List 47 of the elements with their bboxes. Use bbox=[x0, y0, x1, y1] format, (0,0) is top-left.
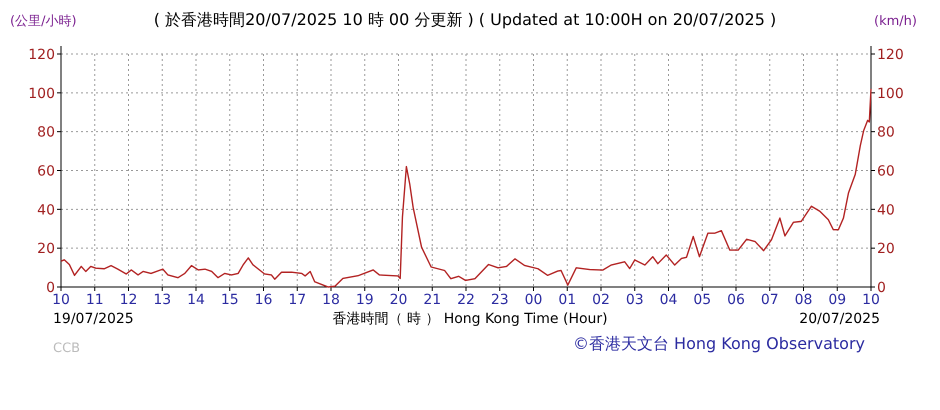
xtick: 00 bbox=[524, 292, 542, 308]
y2tick: 20 bbox=[877, 241, 895, 258]
xtick: 02 bbox=[592, 292, 610, 308]
ytick: 80 bbox=[37, 124, 55, 141]
annotation: ©香港天文台 Hong Kong Observatory bbox=[572, 334, 865, 353]
ytick: 20 bbox=[37, 241, 55, 258]
ytick: 0 bbox=[46, 280, 55, 296]
annotation: 20/07/2025 bbox=[799, 311, 880, 327]
y2tick: 60 bbox=[877, 164, 895, 180]
y2tick: 0 bbox=[877, 280, 886, 296]
xtick: 15 bbox=[220, 292, 239, 308]
xtick: 13 bbox=[153, 292, 172, 308]
y2tick: 120 bbox=[877, 47, 904, 63]
ytick: 60 bbox=[37, 164, 55, 180]
xtick: 12 bbox=[120, 292, 138, 308]
y2label: (km/h) bbox=[874, 14, 917, 29]
ylabel: (公里/小時) bbox=[10, 14, 77, 29]
xtick: 23 bbox=[490, 292, 509, 308]
annotation: CCB bbox=[53, 341, 80, 356]
y2tick: 40 bbox=[877, 202, 895, 218]
xtick: 21 bbox=[423, 292, 442, 308]
xtick: 07 bbox=[760, 292, 779, 308]
title: ( 於香港時間20/07/2025 10 時 00 分更新 ) ( Updated at 10:00H on 20/07/2025 ) bbox=[154, 10, 776, 29]
xtick: 01 bbox=[558, 292, 576, 308]
ytick: 120 bbox=[28, 47, 55, 63]
xtick: 19 bbox=[356, 292, 374, 308]
annotation: 19/07/2025 bbox=[53, 311, 134, 327]
xtick: 11 bbox=[86, 292, 104, 308]
xtick: 10 bbox=[862, 292, 880, 308]
xtick: 16 bbox=[254, 292, 272, 308]
xtick: 03 bbox=[626, 292, 644, 308]
ytick: 100 bbox=[28, 86, 55, 102]
xtick: 22 bbox=[457, 292, 475, 308]
y2tick: 100 bbox=[877, 86, 904, 102]
xtick: 14 bbox=[187, 292, 205, 308]
xtick: 10 bbox=[52, 292, 70, 308]
xlabel: 香港時間（ 時 ） Hong Kong Time (Hour) bbox=[332, 311, 608, 327]
xtick: 09 bbox=[828, 292, 846, 308]
xtick: 05 bbox=[693, 292, 712, 308]
xtick: 20 bbox=[390, 292, 408, 308]
ytick: 40 bbox=[37, 202, 55, 218]
xtick: 06 bbox=[727, 292, 745, 308]
y2tick: 80 bbox=[877, 124, 895, 141]
xtick: 08 bbox=[794, 292, 812, 308]
xtick: 18 bbox=[322, 292, 340, 308]
xtick: 04 bbox=[660, 292, 678, 308]
xtick: 17 bbox=[288, 292, 306, 308]
